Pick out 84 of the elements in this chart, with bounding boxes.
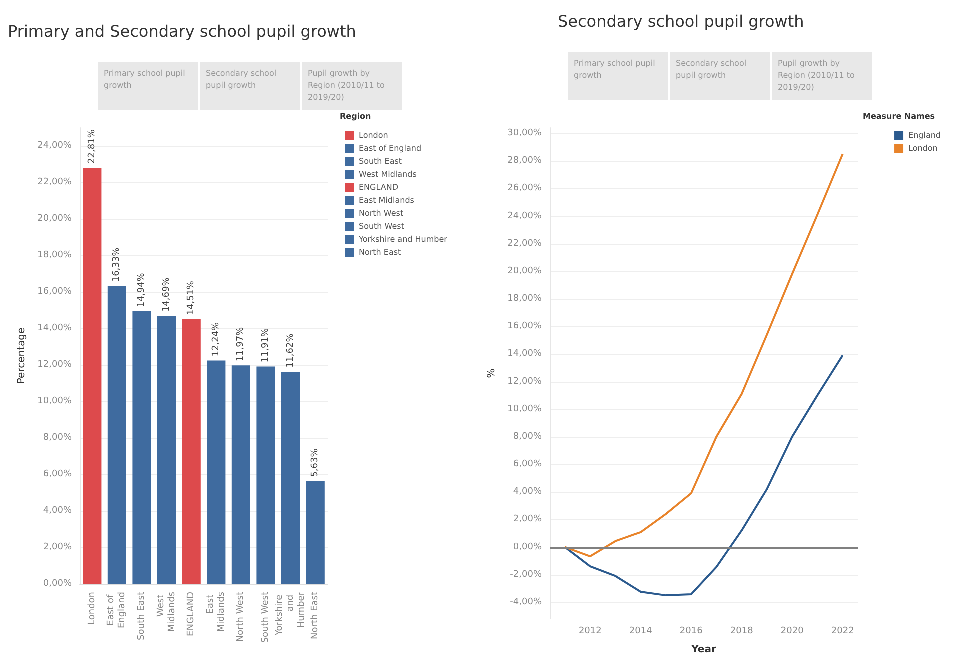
y-tick-label: 16,00% — [508, 322, 542, 332]
x-tick-label: ENGLAND — [186, 592, 197, 636]
chart-title: Secondary school pupil growth — [670, 52, 770, 100]
y-tick-label: 22,00% — [38, 178, 72, 188]
x-tick-label: North East — [310, 592, 321, 640]
x-axis-title: Year — [690, 644, 716, 656]
legend-label: East of England — [359, 144, 422, 153]
x-tick-label: Yorkshire and Humber — [274, 592, 307, 637]
y-tick-label: 26,00% — [508, 184, 542, 194]
y-tick-label: 16,00% — [38, 287, 72, 298]
y-tick-label: -2,00% — [510, 570, 542, 580]
data-label: 14,51% — [186, 280, 197, 316]
y-tick-label: 0,00% — [513, 542, 542, 552]
y-tick-label: 10,00% — [508, 404, 542, 414]
y-tick-label: 2,00% — [513, 514, 542, 525]
text: Primary school pupil growth — [568, 52, 668, 100]
y-tick-label: 8,00% — [513, 432, 542, 442]
y-tick-label: 28,00% — [508, 156, 542, 166]
data-label: 12,24% — [211, 322, 222, 357]
legend-label: West Midlands — [359, 170, 417, 179]
y-tick-label: 14,00% — [38, 324, 72, 334]
line-series — [564, 354, 844, 597]
y-tick-label: 20,00% — [38, 214, 72, 224]
text: Secondary school pupil growth — [557, 11, 806, 33]
y-tick-label: 18,00% — [508, 294, 542, 304]
legend-label: East Midlands — [359, 196, 414, 205]
y-tick-label: 24,00% — [38, 141, 72, 152]
data-label: 16,33% — [112, 247, 122, 282]
y-tick-label: 4,00% — [43, 506, 72, 516]
data-label: 11,91% — [261, 328, 271, 363]
data-label: 22,81% — [87, 129, 98, 164]
y-tick-label: 12,00% — [38, 360, 72, 370]
y-axis-title: % — [486, 368, 498, 378]
y-tick-label: 2,00% — [43, 542, 72, 553]
x-tick-label: 2012 — [578, 626, 602, 636]
text: Secondary school pupil growth — [200, 62, 300, 110]
x-tick-label: South West — [261, 592, 271, 644]
x-tick-label: North West — [236, 592, 246, 642]
data-label: 5,63% — [310, 448, 321, 478]
text: Pupil growth by Region (2010/11 to 2019/20) — [302, 62, 402, 110]
legend-label: South East — [359, 157, 402, 166]
y-tick-label: 0,00% — [43, 579, 72, 589]
x-tick-label: West Midlands — [156, 592, 178, 632]
data-label: 11,62% — [286, 333, 296, 368]
y-tick-label: 14,00% — [508, 349, 542, 360]
x-tick-label: 2020 — [780, 626, 804, 636]
data-label: 14,69% — [162, 277, 172, 312]
x-tick-label: South East — [137, 592, 147, 640]
data-label: 11,97% — [236, 326, 246, 362]
x-tick-label: 2016 — [680, 626, 704, 636]
legend-label: Yorkshire and Humber — [358, 235, 448, 244]
y-tick-label: 6,00% — [43, 470, 72, 480]
y-tick-label: 18,00% — [38, 250, 72, 261]
line-series — [564, 153, 844, 558]
chart-title: Primary and Secondary school pupil growth — [8, 21, 358, 43]
y-tick-label: 8,00% — [43, 433, 72, 444]
y-tick-label: 22,00% — [508, 238, 542, 249]
x-tick-label: 2018 — [730, 626, 754, 636]
y-tick-label: 24,00% — [508, 211, 542, 222]
legend-label: London — [908, 144, 938, 153]
y-tick-label: 4,00% — [513, 487, 542, 498]
legend-title: Region — [340, 112, 372, 121]
legend-label: North East — [359, 248, 402, 257]
legend-label: South West — [359, 222, 404, 231]
x-tick-label: 2014 — [629, 626, 653, 636]
legend-label: London — [359, 131, 388, 140]
y-axis-title: Percentage — [16, 328, 28, 384]
y-tick-label: -4,00% — [510, 597, 542, 608]
x-tick-label: East of England — [106, 592, 128, 629]
text: Primary school pupil growth — [98, 62, 198, 110]
data-label: 14,94% — [137, 272, 147, 308]
legend-label: ENGLAND — [359, 183, 398, 192]
x-tick-label: London — [87, 592, 98, 625]
legend-title: Measure Names — [863, 112, 936, 121]
text: Pupil growth by Region (2010/11 to 2019/20) — [772, 52, 872, 100]
y-tick-label: 30,00% — [508, 128, 542, 139]
legend-label: North West — [359, 209, 404, 218]
legend-label: England — [908, 131, 942, 140]
y-tick-label: 10,00% — [38, 396, 72, 407]
x-tick-label: East Midlands — [206, 592, 227, 632]
x-tick-label: 2022 — [831, 626, 854, 636]
y-tick-label: 20,00% — [508, 266, 542, 276]
y-tick-label: 12,00% — [508, 376, 542, 387]
y-tick-label: 6,00% — [513, 460, 542, 470]
